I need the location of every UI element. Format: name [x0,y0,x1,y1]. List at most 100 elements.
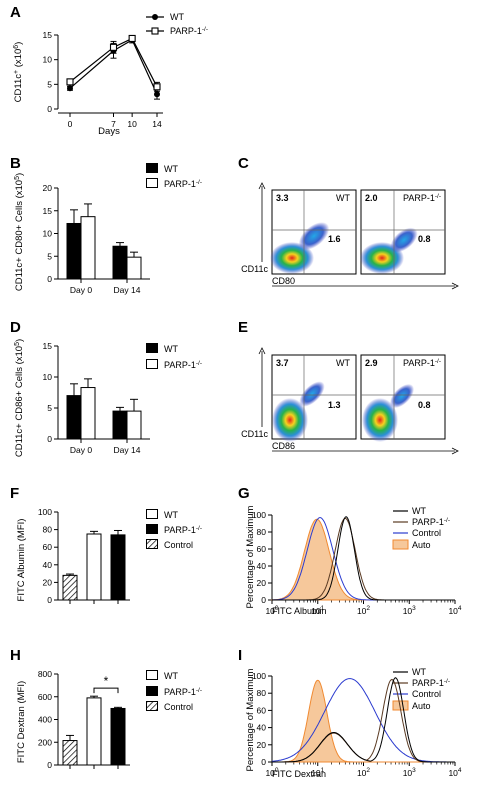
panel-e-flow-plots: 3.7 1.3 WT CD11c 2.9 0.8 PARP-1-/- CD86 [241,347,459,455]
bar-wt [112,410,128,440]
data-point-parp [66,78,74,86]
y-tick-label: 80 [43,525,53,535]
y-tick-label: 10 [43,55,53,65]
legend-parp-label: PARP-1-/- [412,517,450,527]
x-tick-label: 103 [403,605,416,616]
panel-label-i: I [238,647,242,664]
bar-wt [86,697,102,766]
bar-control [62,740,78,766]
y-tick-label: 10 [43,372,53,382]
flow-c-left-ylab: CD11c [241,264,268,274]
panel-label-g: G [238,485,250,502]
flow-e-left-plot: 3.7 1.3 WT CD11c [241,354,357,442]
histogram-wt [272,516,455,601]
panel-d-marks: 0 5 10 15 Day 0 Day 14 [43,341,150,455]
x-tick-label: 101 [311,767,324,778]
y-tick-label: 0 [47,595,52,605]
legend-parp-label: PARP-1-/- [164,525,202,535]
y-tick-label: 15 [43,206,53,216]
legend-wt-label: WT [412,506,426,516]
bar-wt [66,222,82,280]
y-tick-label: 40 [43,560,53,570]
bar-parp [80,216,96,280]
y-tick-label: 0 [261,595,266,605]
y-tick-label: 40 [257,723,267,733]
panel-label-h: H [10,647,21,664]
y-tick-label: 5 [47,251,52,261]
panel-i-legend: WT PARP-1-/- Control Auto [392,667,450,711]
flow-e-left-tag: WT [336,358,350,368]
panel-i-ylabel: Percentage of Maximum [245,668,256,771]
bar-parp [126,410,142,440]
panel-i-xlabel: FITC Dextran [272,769,326,779]
flow-e-xlab: CD86 [272,441,295,451]
y-tick-label: 10 [43,229,53,239]
legend-parp-swatch [146,686,158,696]
y-tick-label: 20 [43,183,53,193]
panel-label-d: D [10,319,21,336]
legend-parp-label: PARP-1-/- [164,687,202,697]
panel-i-marks: 0 20 40 60 80 100 100 101 102 103 104 [252,671,462,778]
flow-c-right-plot: 2.0 0.8 PARP-1-/- [360,189,446,275]
y-tick-label: 20 [257,740,267,750]
x-tick-label: 100 [265,767,278,778]
legend-parp-label: PARP-1-/- [164,179,202,189]
flow-c-right-br: 0.8 [418,234,431,244]
bar-wt [86,533,102,601]
panel-f-bar-chart: FITC Albumin (MFI) [16,519,27,602]
y-arrow-head [258,182,266,190]
x-tick-label: 100 [265,605,278,616]
flow-e-right-tl: 2.9 [365,358,378,368]
flow-c-left-br: 1.6 [328,234,341,244]
y-tick-label: 5 [47,79,52,89]
density-main [270,242,314,274]
y-tick-label: 200 [38,737,52,747]
panel-a-ylabel: CD11c+ (x106) [13,42,24,103]
data-point-parp [153,83,161,91]
y-tick-label: 15 [43,341,53,351]
data-point-parp [128,34,136,43]
legend-parp-label: PARP-1-/- [164,360,202,370]
bar-parp [80,387,96,440]
y-tick-label: 60 [257,705,267,715]
panel-label-f: F [10,485,19,502]
bar-control [62,574,78,601]
legend-wt-marker [152,14,158,20]
legend-parp-swatch [146,524,158,534]
y-tick-label: 0 [261,757,266,767]
x-tick-label: Day 0 [70,285,92,295]
legend-auto-label: Auto [412,701,431,711]
x-tick-label: 101 [311,605,324,616]
y-tick-label: 5 [47,403,52,413]
x-tick-label: 104 [448,767,461,778]
legend-auto-label: Auto [412,540,431,550]
x-tick-label: Day 14 [114,445,141,455]
panel-label-e: E [238,319,248,336]
panel-d-legend: WT PARP-1-/- [146,343,202,370]
y-tick-label: 60 [43,542,53,552]
panel-b-marks: 0 5 10 15 20 Day 0 Day 14 [43,183,150,295]
flow-e-right-br: 0.8 [418,400,431,410]
flow-e-left-ylab: CD11c [241,429,268,439]
panel-b-legend: WT PARP-1-/- [146,163,202,189]
y-tick-label: 40 [257,561,267,571]
legend-control-swatch [146,539,158,549]
legend-wt-label: WT [170,12,184,22]
panel-d-ylabel: CD11c+ CD86+ Cells (x105) [14,339,25,457]
y-tick-label: 0 [47,104,52,114]
y-tick-label: 80 [257,527,267,537]
y-tick-label: 100 [38,507,52,517]
y-tick-label: 20 [43,577,53,587]
x-tick-label: 104 [448,605,461,616]
density-main [362,398,398,442]
panel-g-marks: 0 20 40 60 80 100 100 101 102 103 104 [252,510,462,616]
y-tick-label: 60 [257,544,267,554]
legend-parp-label: PARP-1-/- [412,678,450,688]
flow-e-left-tl: 3.7 [276,358,289,368]
legend-wt-label: WT [164,164,178,174]
flow-e-left-br: 1.3 [328,400,341,410]
legend-parp-swatch [146,178,158,188]
flow-c-xlab: CD80 [272,276,295,286]
legend-wt-swatch [146,163,158,173]
